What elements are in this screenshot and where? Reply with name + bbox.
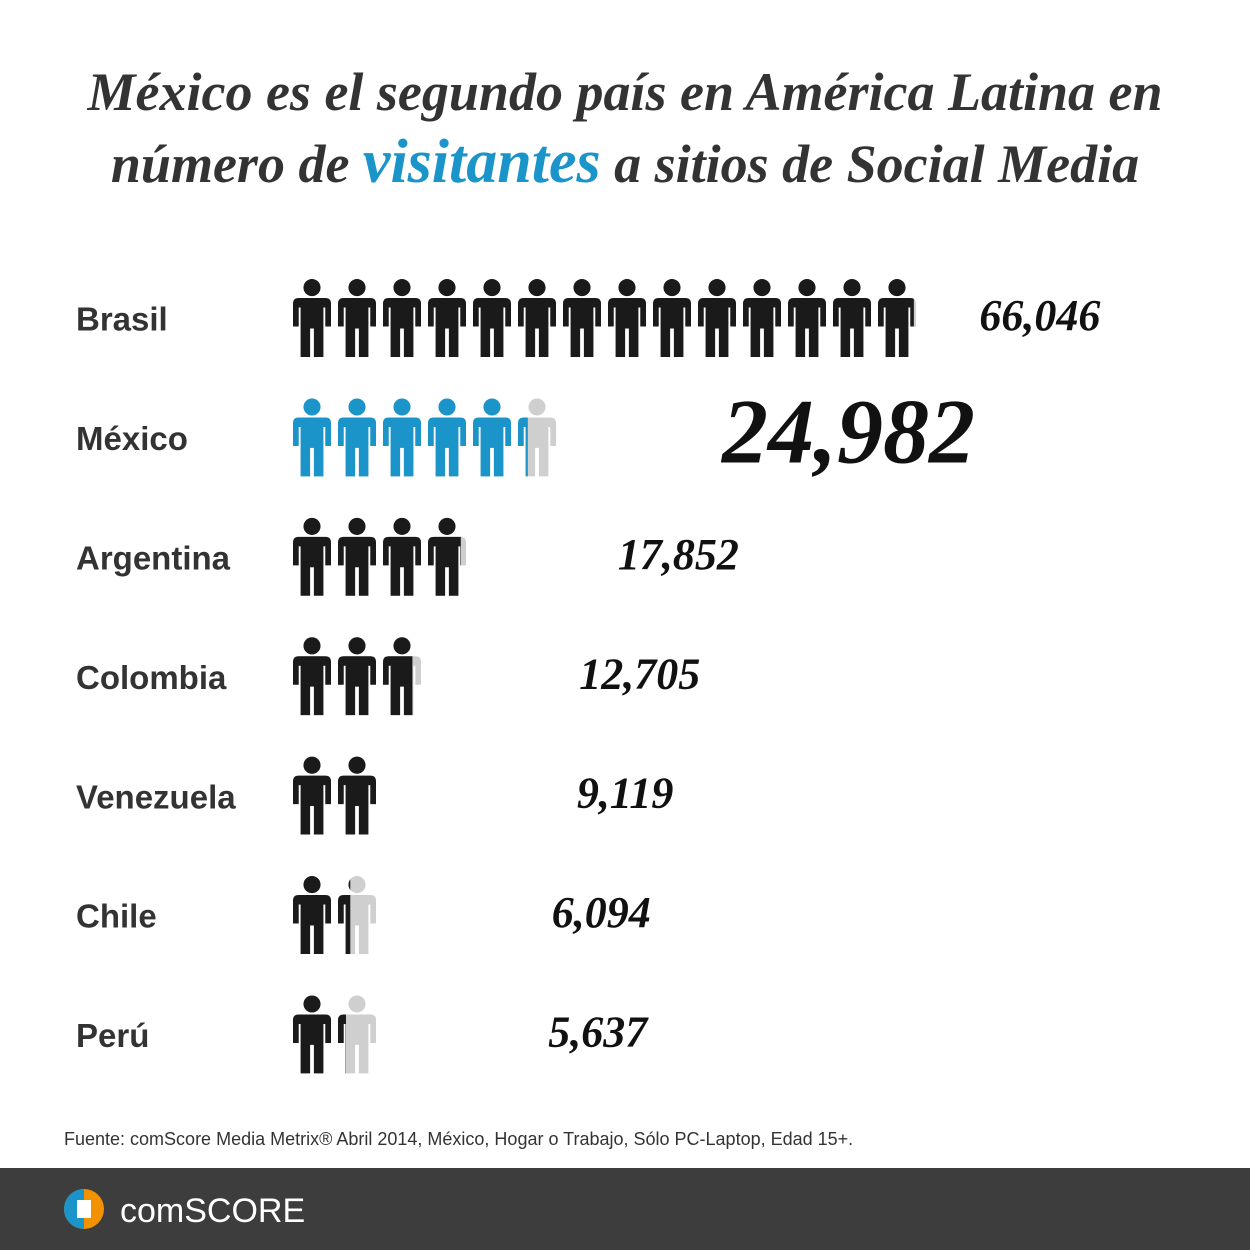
value-label: 12,705 [579,649,700,698]
person-icon [338,279,376,357]
person-icon [383,398,421,477]
category-label: Argentina [76,540,231,577]
person-icon [383,279,421,357]
brand-logo [64,1189,104,1229]
person-icon [338,995,376,1074]
person-icon [293,279,331,357]
title-line-1: México es el segundo país en América Lat… [87,62,1163,122]
person-icon [608,279,646,357]
person-icon [473,398,511,477]
value-label: 6,094 [552,888,651,937]
person-icon [293,876,331,954]
person-icon [338,876,376,954]
person-icon [383,637,413,716]
source-note: Fuente: comScore Media Metrix® Abril 201… [64,1129,853,1149]
pictogram-bar [293,398,528,477]
person-icon [563,279,601,357]
pictogram-bar [293,517,461,596]
category-label: México [76,420,188,457]
title-highlight: visitantes [363,128,601,196]
footer-bar [0,1168,1250,1250]
person-icon [698,279,736,357]
person-icon [293,995,331,1074]
person-icon [428,517,461,596]
person-icon [473,279,511,357]
person-icon [293,637,331,716]
person-icon [833,279,871,357]
value-label: 66,046 [979,291,1100,340]
person-icon [293,517,331,596]
title-line-2: número de visitantes a sitios de Social … [111,128,1139,196]
pictogram-bar [293,279,914,357]
category-label: Venezuela [76,778,236,815]
brand-name: comSCORE [120,1192,305,1230]
category-label: Perú [76,1017,149,1054]
category-label: Colombia [76,659,227,696]
person-icon [293,756,331,835]
value-label: 17,852 [618,530,739,579]
category-label: Brasil [76,301,168,338]
person-icon [428,398,466,477]
value-label: 24,982 [720,381,975,483]
pictogram-bar [293,756,376,835]
title-part: a sitios de Social Media [601,134,1140,194]
title-part: número de [111,134,363,194]
person-icon [743,279,781,357]
person-icon [338,637,376,716]
person-icon [878,279,914,357]
value-label: 5,637 [548,1007,649,1056]
person-icon [788,279,826,357]
person-icon [338,517,376,596]
person-icon [338,398,376,477]
person-icon [653,279,691,357]
person-icon [383,517,421,596]
empty-icons [293,398,556,477]
person-icon [518,398,556,477]
value-label: 9,119 [577,769,674,818]
person-icon [338,756,376,835]
pictogram-bar [293,637,413,716]
person-icon [428,279,466,357]
person-icon [293,398,331,477]
category-label: Chile [76,898,157,935]
person-icon [518,279,556,357]
